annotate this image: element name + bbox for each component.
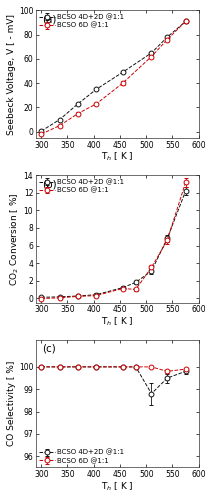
- Y-axis label: CO$_2$ Conversion [ %]: CO$_2$ Conversion [ %]: [8, 192, 21, 286]
- Y-axis label: CO Selectivity [ %]: CO Selectivity [ %]: [7, 361, 16, 446]
- X-axis label: T$_h$ [ K ]: T$_h$ [ K ]: [101, 480, 134, 493]
- Legend: BCSO 4D+2D @1:1, BCSO 6D @1:1: BCSO 4D+2D @1:1, BCSO 6D @1:1: [38, 448, 125, 466]
- X-axis label: T$_h$ [ K ]: T$_h$ [ K ]: [101, 316, 134, 328]
- X-axis label: T$_h$ [ K ]: T$_h$ [ K ]: [101, 151, 134, 164]
- Y-axis label: Seebeck Voltage, V [ - mV]: Seebeck Voltage, V [ - mV]: [7, 14, 16, 134]
- Text: (b): (b): [43, 179, 57, 189]
- Text: (c): (c): [43, 344, 56, 354]
- Legend: BCSO 4D+2D @1:1, BCSO 6D @1:1: BCSO 4D+2D @1:1, BCSO 6D @1:1: [38, 178, 125, 195]
- Text: (a): (a): [43, 14, 57, 24]
- Legend: BCSO 4D+2D @1:1, BCSO 6D @1:1: BCSO 4D+2D @1:1, BCSO 6D @1:1: [38, 12, 125, 30]
